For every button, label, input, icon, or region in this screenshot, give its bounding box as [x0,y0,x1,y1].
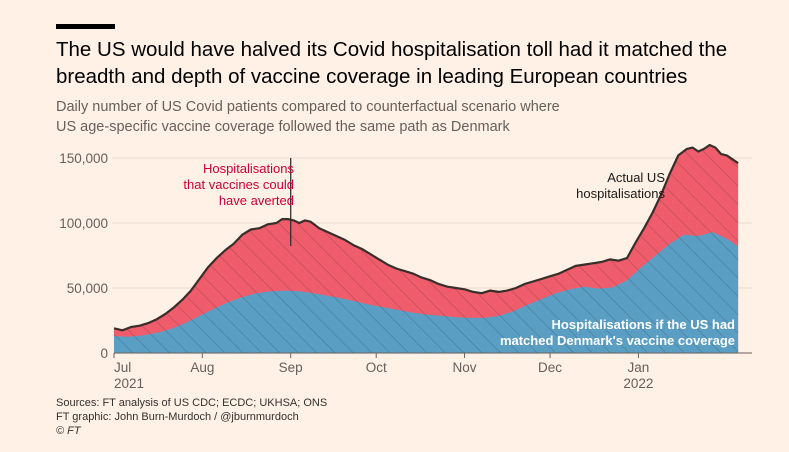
y-tick-label: 0 [100,346,108,361]
copyright: © FT [56,425,81,437]
counterfactual-label-line-1: Hospitalisations if the US had [552,317,736,332]
footer: Sources: FT analysis of US CDC; ECDC; UK… [56,396,327,438]
y-axis: 0 50,000 100,000 150,000 [59,151,108,361]
y-tick-label: 100,000 [59,216,108,231]
counterfactual-area-hatch [114,232,739,353]
sources-note: Sources: FT analysis of US CDC; ECDC; UK… [56,397,328,409]
x-tick-label: Jan [628,360,650,375]
x-tick-label: Dec [538,360,562,375]
x-tick-label: Sep [279,360,303,375]
counterfactual-label-line-2: matched Denmark's vaccine coverage [500,333,735,348]
chart-title: The US would have halved its Covid hospi… [56,38,728,88]
x-tick-label: Jul [114,360,131,375]
x-tick-label: Aug [190,360,214,375]
annotation-line-3: have averted [219,193,294,208]
annotation-line-1: Hospitalisations [203,161,295,176]
x-tick-label: Oct [366,360,387,375]
actual-label-line-2: hospitalisations [576,186,665,201]
chart-subtitle: Daily number of US Covid patients compar… [56,97,776,137]
ft-top-bar [56,24,115,29]
x-tick-label: Nov [453,360,477,375]
annotation-line-2: that vaccines could [183,177,294,192]
y-tick-label: 50,000 [67,281,108,296]
actual-label-line-1: Actual US [607,170,665,185]
graphic-credit: FT graphic: John Burn-Murdoch / @jburnmu… [56,411,299,423]
y-tick-label: 150,000 [59,151,108,166]
x-tick-sublabel: 2022 [623,376,653,391]
subtitle-line-2: US age-specific vaccine coverage followe… [56,119,510,135]
x-tick-sublabel: 2021 [114,376,144,391]
subtitle-line-1: Daily number of US Covid patients compar… [56,99,560,115]
actual-line [113,143,739,332]
